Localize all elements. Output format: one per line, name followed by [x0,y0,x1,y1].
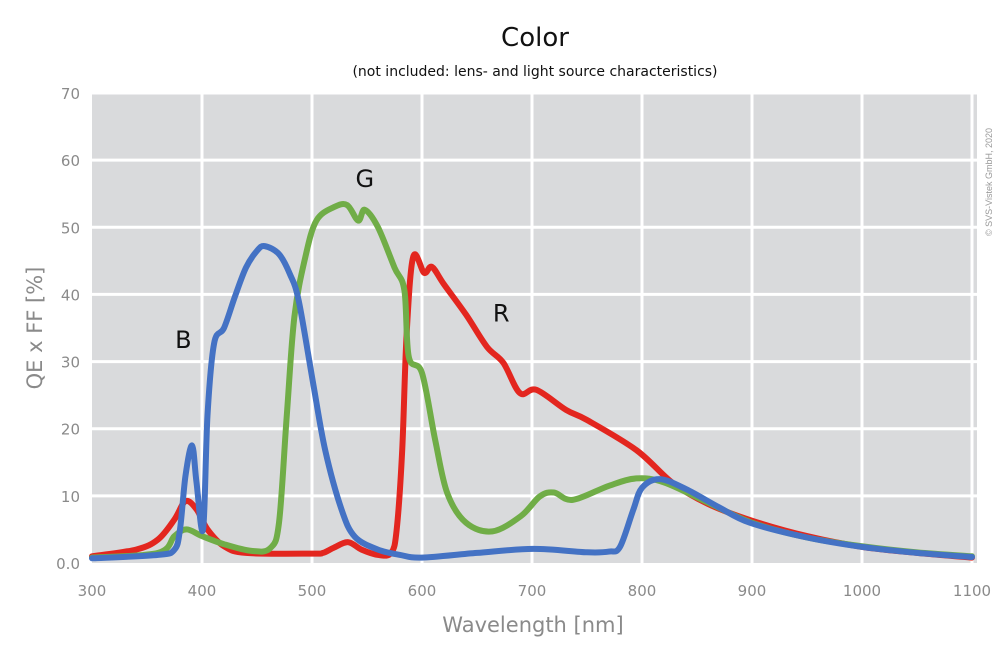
x-tick-label: 400 [188,582,217,600]
y-tick-label: 40 [61,286,80,304]
x-axis-ticks: 300 400 500 600 700 800 900 1000 1100 [78,582,991,600]
x-tick-label: 900 [738,582,767,600]
x-tick-label: 1100 [953,582,991,600]
chart-title: Color [501,23,569,53]
x-tick-label: 800 [628,582,657,600]
plot-area [92,93,977,563]
series-line-b [89,243,975,562]
chart-subtitle: (not included: lens- and light source ch… [352,64,717,80]
y-axis-ticks: 0.0 10 20 30 40 50 60 70 [56,85,80,573]
grid-lines [92,91,977,563]
series-label-b: B [175,326,191,354]
x-tick-label: 700 [518,582,547,600]
y-tick-label: 60 [61,152,80,170]
y-tick-label: 30 [61,354,80,372]
y-tick-label: 50 [61,219,80,237]
series-label-r: R [493,299,510,327]
y-tick-label: 70 [61,85,80,103]
y-tick-label: 0.0 [56,555,80,573]
x-tick-label: 1000 [843,582,881,600]
x-axis-label: Wavelength [nm] [442,613,623,637]
x-tick-label: 500 [298,582,327,600]
x-tick-label: 600 [408,582,437,600]
series-label-g: G [355,165,374,193]
y-tick-label: 10 [61,488,80,506]
copyright-notice: © SVS-Vistek GmbH, 2020 [984,128,994,236]
x-tick-label: 300 [78,582,107,600]
y-tick-label: 20 [61,421,80,439]
series-lines [89,201,975,562]
series-annotations: B G R [175,165,509,354]
y-axis-label: QE x FF [%] [23,267,47,390]
